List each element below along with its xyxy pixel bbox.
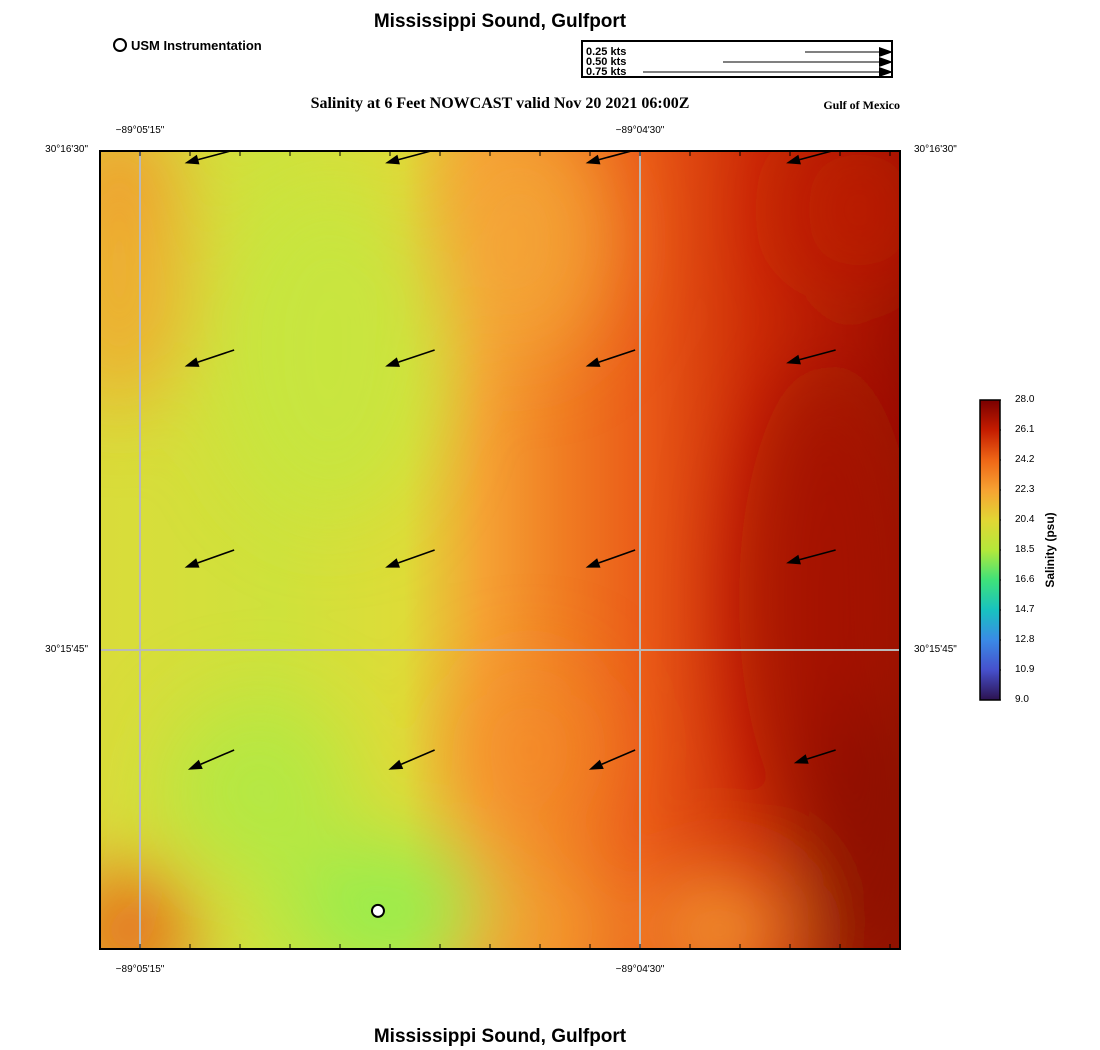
colorbar-tick-label: 24.2 (1015, 454, 1035, 465)
salinity-map (94, 149, 906, 951)
colorbar-tick-label: 26.1 (1015, 424, 1035, 435)
page-title: Mississippi Sound, Gulfport (373, 11, 627, 32)
current-vector-arrow (786, 349, 836, 365)
usm-station-marker[interactable] (370, 903, 385, 918)
station-legend: USM Instrumentation (113, 37, 262, 53)
salinity-colorbar (979, 399, 1005, 701)
colorbar-tick-label: 10.9 (1015, 664, 1035, 675)
colorbar-tick-label: 22.3 (1015, 484, 1035, 495)
colorbar-tick-label: 20.4 (1015, 514, 1035, 525)
current-vector-arrow (588, 749, 636, 770)
region-label: Gulf of Mexico (823, 98, 900, 112)
vector-legend-label: 0.50 kts (586, 56, 627, 68)
x-tick-label-top: −89°04'30" (615, 125, 665, 136)
y-tick-label-right: 30°16'30" (914, 144, 957, 155)
arrowhead-icon (879, 47, 891, 57)
station-legend-label: USM Instrumentation (131, 37, 262, 53)
map-gridlines (99, 150, 901, 950)
vector-scale-legend: 0.25 kts 0.50 kts 0.75 kts (581, 40, 893, 78)
vector-legend-arrows (643, 47, 891, 76)
map-subtitle: Salinity at 6 Feet NOWCAST valid Nov 20 … (310, 95, 690, 112)
current-vector-arrow (585, 349, 636, 367)
colorbar-tick-label: 18.5 (1015, 544, 1035, 555)
x-tick-label-bottom: −89°05'15" (115, 964, 165, 975)
vector-legend-label: 0.75 kts (586, 66, 627, 78)
x-tick-label-bottom: −89°04'30" (615, 964, 665, 975)
map-frame (99, 150, 901, 950)
current-vector-arrow (585, 549, 636, 568)
current-vector-arrow (187, 749, 235, 770)
colorbar-title: Salinity (psu) (1043, 512, 1057, 588)
current-vector-arrow (786, 549, 836, 565)
colorbar-tick-label: 9.0 (1015, 694, 1029, 705)
current-vector-arrow (184, 349, 235, 367)
salinity-map-canvas (94, 149, 906, 951)
arrowhead-icon (879, 57, 891, 67)
y-tick-label-right: 30°15'45" (914, 644, 957, 655)
arrowhead-icon (879, 67, 891, 76)
current-vector-arrow (385, 349, 435, 367)
colorbar-tick-label: 12.8 (1015, 634, 1035, 645)
vector-legend-label: 0.25 kts (586, 46, 627, 58)
colorbar-tick-label: 14.7 (1015, 604, 1035, 615)
colorbar-tick-label: 28.0 (1015, 394, 1035, 405)
footer-title: Mississippi Sound, Gulfport (373, 1026, 627, 1047)
current-vector-arrow (385, 549, 435, 568)
colorbar-tick-label: 16.6 (1015, 574, 1035, 585)
current-vector-arrow (793, 749, 836, 764)
current-vector-arrow (388, 749, 435, 770)
colorbar-canvas (979, 399, 1005, 701)
circle-marker-icon (113, 38, 127, 52)
x-tick-label-top: −89°05'15" (115, 125, 165, 136)
y-tick-label-left: 30°16'30" (45, 144, 88, 155)
y-tick-label-left: 30°15'45" (45, 644, 88, 655)
current-vector-arrow (184, 549, 235, 568)
